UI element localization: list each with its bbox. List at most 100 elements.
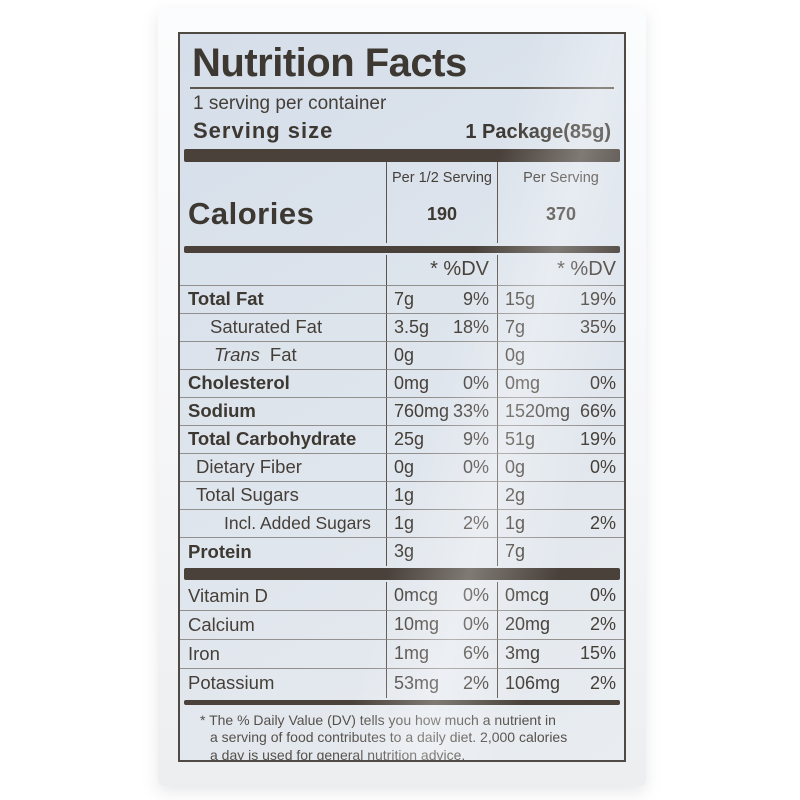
medium-divider-bar bbox=[184, 245, 620, 253]
amount-full: 1g bbox=[505, 512, 526, 533]
amount-half: 0mcg bbox=[394, 585, 439, 606]
nutrient-name: Trans Fat bbox=[180, 342, 386, 370]
value-cell-full: 0mg 0% bbox=[497, 369, 624, 398]
value-cell-half: 0g 0% bbox=[386, 453, 497, 482]
daily-value-half: 18% bbox=[452, 316, 489, 337]
value-cell-half: 0mg 0% bbox=[386, 369, 497, 398]
calories-label: Calories bbox=[188, 196, 315, 232]
nutrient-name: Dietary Fiber bbox=[180, 454, 386, 482]
table-row: Total Sugars 1g 2g bbox=[180, 481, 624, 510]
daily-value-full: 0% bbox=[589, 585, 616, 606]
daily-value-full: 2% bbox=[589, 512, 616, 533]
value-cell-half: 1mg 6% bbox=[386, 639, 497, 669]
value-cell-full: 0mcg 0% bbox=[497, 581, 624, 611]
value-cell-half: 0mcg 0% bbox=[386, 581, 497, 611]
amount-half: 53mg bbox=[394, 672, 440, 693]
amount-full: 106mg bbox=[505, 672, 561, 693]
column-header-half-serving: Per 1/2 Serving bbox=[386, 161, 497, 186]
table-row: Protein 3g 7g bbox=[180, 537, 624, 566]
value-cell-full: 0g 0% bbox=[497, 453, 624, 482]
table-row: Saturated Fat 3.5g 18% 7g 35% bbox=[180, 313, 624, 342]
daily-value-half: 0% bbox=[462, 585, 489, 606]
calories-half-value: 190 bbox=[386, 185, 497, 243]
table-row: Cholesterol 0mg 0% 0mg 0% bbox=[180, 369, 624, 398]
amount-full: 0g bbox=[505, 456, 526, 477]
daily-value-half: 0% bbox=[462, 614, 489, 635]
amount-half: 0mg bbox=[394, 372, 430, 393]
daily-value-full: 2% bbox=[589, 672, 616, 693]
nutrient-name: Total Sugars bbox=[180, 482, 386, 510]
value-cell-half: 1g bbox=[386, 481, 497, 510]
thin-divider-bar bbox=[184, 699, 620, 705]
amount-full: 0mcg bbox=[505, 585, 550, 606]
daily-value-full: 66% bbox=[579, 400, 616, 421]
amount-half: 1g bbox=[394, 484, 415, 505]
amount-full: 2g bbox=[505, 484, 526, 505]
nutrition-facts-label: Nutrition Facts 1 serving per container … bbox=[178, 32, 626, 762]
dv-header-row: * %DV * %DV bbox=[180, 254, 624, 286]
amount-half: 3g bbox=[394, 541, 415, 562]
footnote-line: a serving of food contributes to a daily… bbox=[210, 729, 568, 746]
daily-value-half: 2% bbox=[462, 512, 489, 533]
amount-full: 0g bbox=[505, 344, 526, 365]
amount-half: 3.5g bbox=[394, 316, 430, 337]
value-cell-full: 1520mg 66% bbox=[497, 397, 624, 426]
value-cell-full: 2g bbox=[497, 481, 624, 510]
value-cell-half: 7g 9% bbox=[386, 285, 497, 314]
value-cell-full: 106mg 2% bbox=[497, 668, 624, 698]
nutrient-name: Total Fat bbox=[180, 286, 386, 314]
value-cell-full: 7g 35% bbox=[497, 313, 624, 342]
amount-half: 1mg bbox=[394, 643, 430, 664]
daily-value-half: 33% bbox=[452, 400, 489, 421]
dv-header-spacer bbox=[180, 255, 386, 286]
nutrient-name-rest: Fat bbox=[269, 344, 297, 366]
dv-header-full: * %DV bbox=[497, 254, 624, 286]
value-cell-half: 25g 9% bbox=[386, 425, 497, 454]
serving-size-value: 1 Package(85g) bbox=[465, 120, 611, 143]
nutrient-name: Cholesterol bbox=[180, 370, 386, 398]
value-cell-full: 20mg 2% bbox=[497, 610, 624, 640]
amount-half: 10mg bbox=[394, 614, 440, 635]
amount-full: 20mg bbox=[505, 614, 551, 635]
footnote-line: * The % Daily Value (DV) tells you how m… bbox=[200, 711, 556, 728]
serving-size-label: Serving size bbox=[193, 117, 334, 143]
table-row: Total Fat 7g 9% 15g 19% bbox=[180, 285, 624, 314]
daily-value-full: 0% bbox=[589, 456, 616, 477]
amount-half: 7g bbox=[394, 288, 415, 309]
nutrient-name: Potassium bbox=[188, 672, 275, 694]
column-header-spacer bbox=[180, 162, 386, 186]
table-row: Incl. Added Sugars 1g 2% 1g 2% bbox=[180, 509, 624, 538]
amount-half: 0g bbox=[394, 456, 415, 477]
nutrient-name: Incl. Added Sugars bbox=[180, 510, 386, 538]
daily-value-full: 35% bbox=[579, 316, 616, 337]
daily-value-full: 15% bbox=[579, 643, 616, 664]
value-cell-half: 0g bbox=[386, 341, 497, 370]
thick-divider-bar bbox=[184, 148, 620, 162]
calories-full-value: 370 bbox=[497, 185, 624, 243]
table-row: Calcium 10mg 0% 20mg 2% bbox=[180, 610, 624, 640]
table-row: Vitamin D 0mcg 0% 0mcg 0% bbox=[180, 581, 624, 611]
table-row: Potassium 53mg 2% 106mg 2% bbox=[180, 668, 624, 698]
calories-label-cell: Calories bbox=[180, 186, 386, 243]
value-cell-half: 10mg 0% bbox=[386, 610, 497, 640]
value-cell-full: 1g 2% bbox=[497, 509, 624, 538]
daily-value-full: 19% bbox=[579, 288, 616, 309]
nutrient-name: Protein bbox=[188, 540, 252, 562]
table-row: Total Carbohydrate 25g 9% 51g 19% bbox=[180, 425, 624, 454]
value-cell-half: 760mg 33% bbox=[386, 397, 497, 426]
nutrient-name: Calcium bbox=[180, 611, 386, 640]
nutrient-rows: Total Fat 7g 9% 15g 19% Saturated Fat 3.5g 18% 7… bbox=[180, 285, 624, 566]
value-cell-half: 53mg 2% bbox=[386, 668, 497, 698]
calories-row: Calories 190 370 bbox=[180, 185, 624, 243]
column-header-per-serving: Per Serving bbox=[497, 161, 624, 186]
amount-full: 3mg bbox=[505, 643, 541, 664]
label-title: Nutrition Facts bbox=[190, 42, 614, 89]
label-header: Nutrition Facts 1 serving per container … bbox=[180, 34, 624, 149]
nutrient-name: Total Carbohydrate bbox=[180, 426, 386, 454]
amount-half: 1g bbox=[394, 512, 415, 533]
column-header-row: Per 1/2 Serving Per Serving bbox=[180, 161, 624, 186]
value-cell-full: 51g 19% bbox=[497, 425, 624, 454]
table-row: Sodium 760mg 33% 1520mg 66% bbox=[180, 397, 624, 426]
thick-divider-bar bbox=[184, 567, 620, 580]
daily-value-full: 2% bbox=[589, 614, 616, 635]
